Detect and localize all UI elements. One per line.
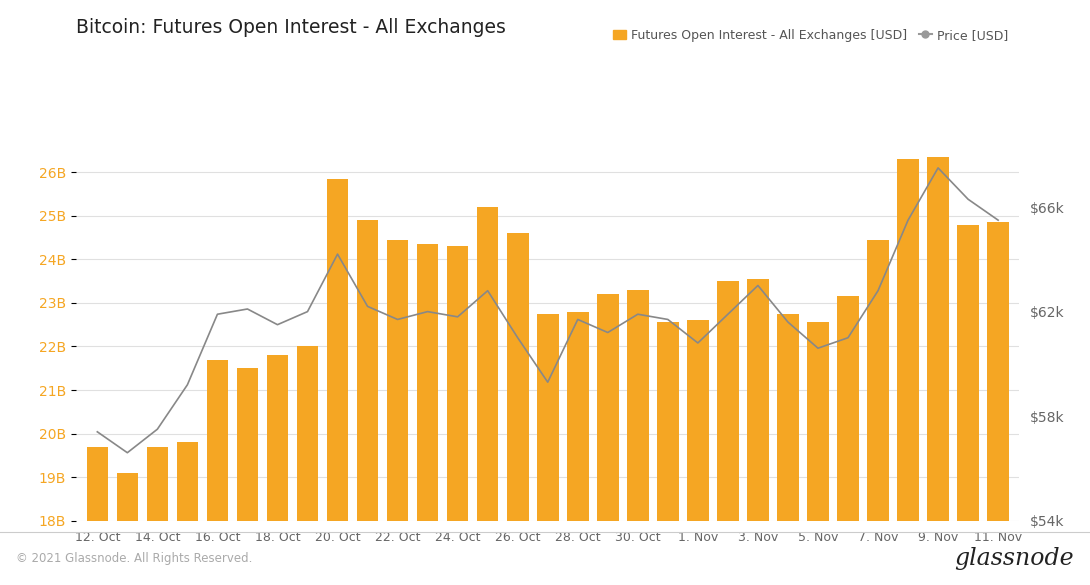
Bar	[808, 322, 828, 585]
Bar	[837, 297, 859, 585]
Bar	[267, 355, 288, 585]
Bar	[447, 246, 469, 585]
Bar	[327, 179, 349, 585]
Bar	[476, 207, 498, 585]
Bar	[567, 312, 589, 585]
Text: Bitcoin: Futures Open Interest - All Exchanges: Bitcoin: Futures Open Interest - All Exc…	[76, 18, 506, 36]
Text: glassnode: glassnode	[954, 547, 1074, 570]
Bar	[237, 368, 258, 585]
Bar	[416, 244, 438, 585]
Bar	[117, 473, 138, 585]
Bar	[597, 294, 619, 585]
Bar	[777, 314, 799, 585]
Bar	[868, 240, 888, 585]
Legend: Futures Open Interest - All Exchanges [USD], Price [USD]: Futures Open Interest - All Exchanges [U…	[608, 24, 1013, 47]
Bar	[957, 225, 979, 585]
Bar	[146, 446, 168, 585]
Bar	[356, 220, 378, 585]
Bar	[687, 321, 709, 585]
Bar	[717, 281, 739, 585]
Bar	[86, 446, 108, 585]
Bar	[988, 222, 1009, 585]
Bar	[387, 240, 409, 585]
Bar	[897, 159, 919, 585]
Bar	[296, 346, 318, 585]
Bar	[177, 442, 198, 585]
Bar	[657, 322, 679, 585]
Bar	[537, 314, 558, 585]
Bar	[207, 360, 228, 585]
Bar	[928, 157, 949, 585]
Bar	[747, 279, 768, 585]
Bar	[627, 290, 649, 585]
Text: © 2021 Glassnode. All Rights Reserved.: © 2021 Glassnode. All Rights Reserved.	[16, 552, 253, 565]
Bar	[507, 233, 529, 585]
